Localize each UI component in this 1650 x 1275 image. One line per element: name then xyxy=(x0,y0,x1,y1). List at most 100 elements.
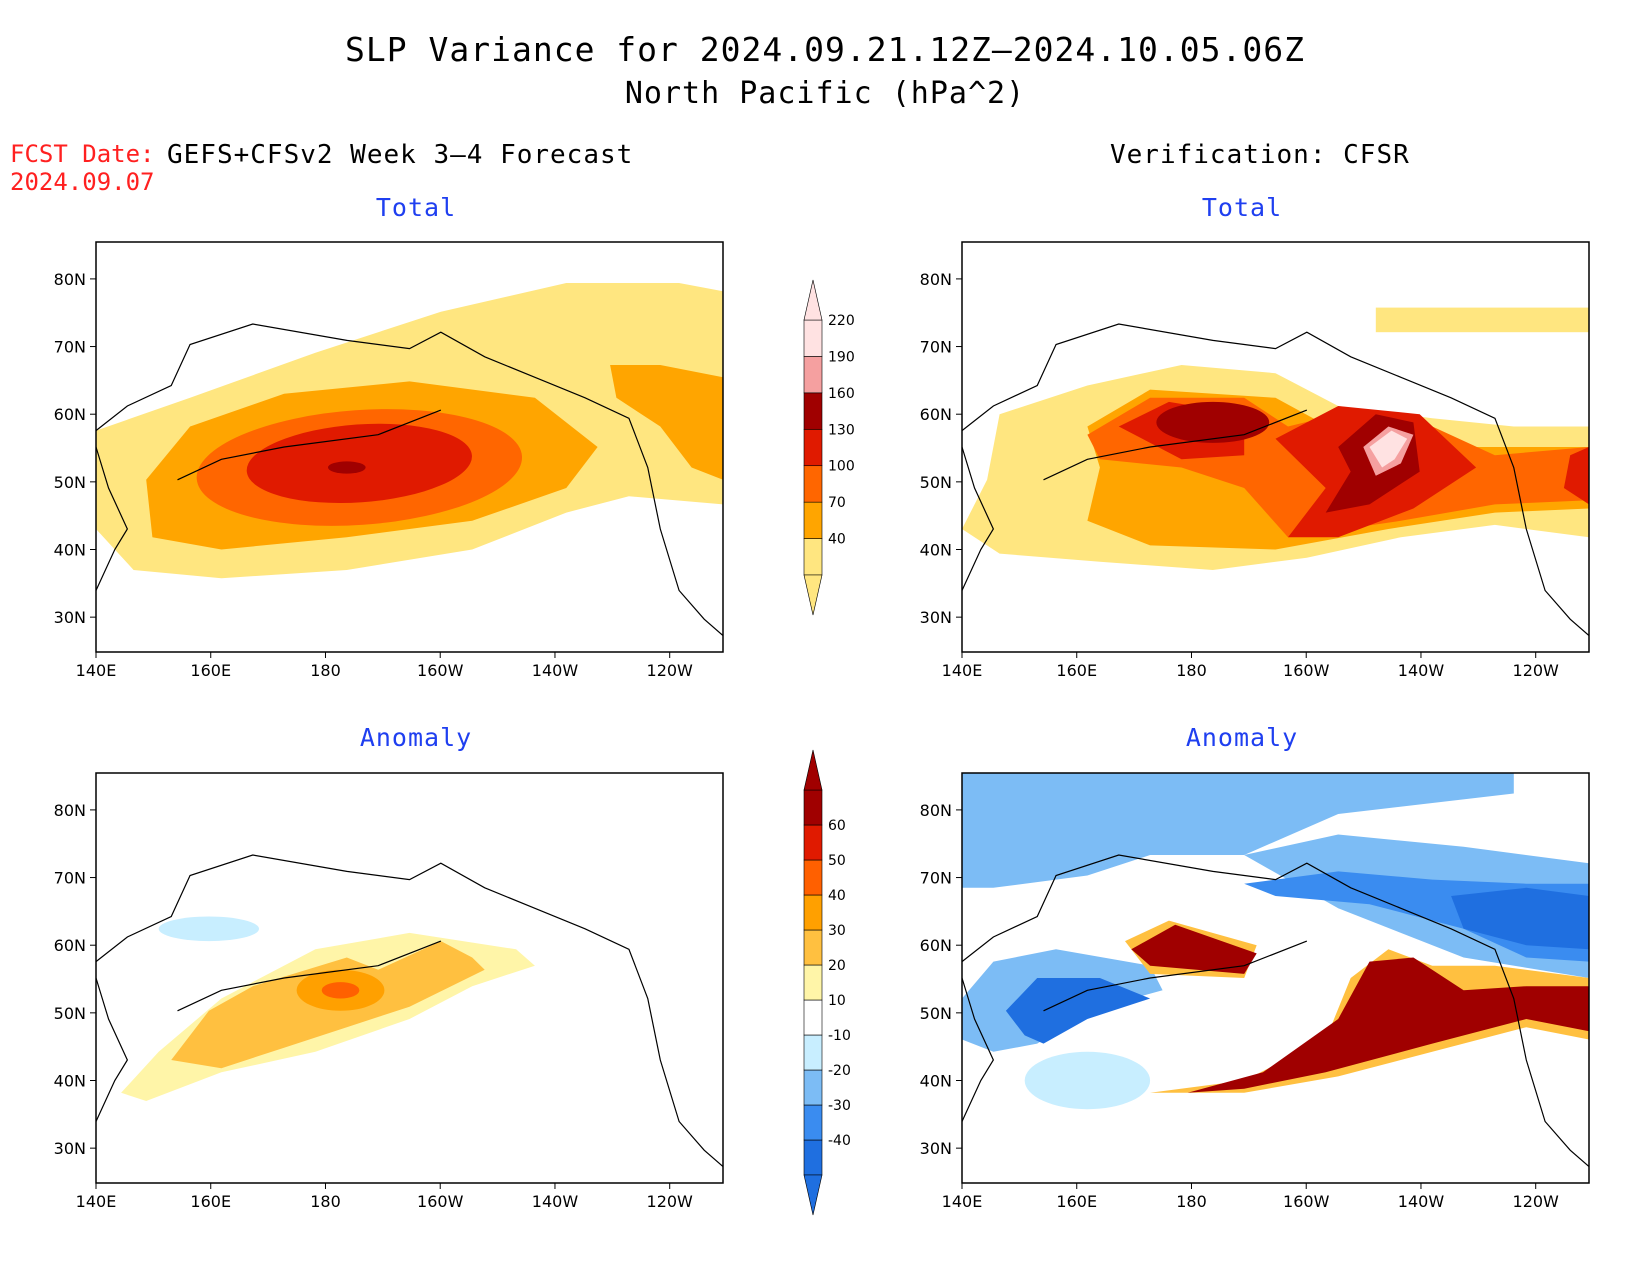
lon-tick-label: 140E xyxy=(76,1192,117,1211)
colorbar-swatch xyxy=(803,1034,823,1071)
panel-title-forecast-total: Total xyxy=(375,193,457,222)
map-frame xyxy=(95,772,724,1184)
map-frame xyxy=(961,241,1590,653)
colorbar-label: 40 xyxy=(828,532,846,548)
coastline xyxy=(961,323,1590,637)
colorbar-swatch xyxy=(803,501,823,539)
coastline-path xyxy=(961,323,1590,637)
contour-shape xyxy=(1369,430,1408,468)
map-frame xyxy=(95,241,724,653)
colorbar-swatch xyxy=(803,999,823,1036)
lat-tick-label: 50N xyxy=(920,473,952,492)
colorbar-swatch xyxy=(803,789,823,826)
lat-tick-label: 60N xyxy=(54,405,86,424)
lon-tick-label: 140W xyxy=(532,661,579,680)
asia-coast-path xyxy=(961,446,995,591)
lon-tick-label: 140E xyxy=(76,661,117,680)
colorbar-arrow-bottom xyxy=(803,574,823,616)
fcst-date-value: 2024.09.07 xyxy=(10,168,155,196)
colorbar-label: -10 xyxy=(828,1028,851,1044)
lon-tick-label: 120W xyxy=(1513,1192,1560,1211)
lat-tick-label: 80N xyxy=(54,270,86,289)
lon-tick-label: 140E xyxy=(942,661,983,680)
lon-tick-label: 180 xyxy=(310,1192,341,1211)
contour-shape xyxy=(1563,447,1589,505)
contour-shape xyxy=(321,982,360,999)
colorbar-swatch xyxy=(803,428,823,467)
aleutian-path xyxy=(177,940,442,1012)
lat-tick-label: 30N xyxy=(920,608,952,627)
coastline xyxy=(95,854,724,1168)
lat-tick-label: 70N xyxy=(920,869,952,888)
lat-tick-label: 60N xyxy=(920,936,952,955)
lon-tick-label: 180 xyxy=(1176,1192,1207,1211)
colorbar-swatch xyxy=(803,964,823,1001)
lon-tick-label: 160W xyxy=(417,1192,464,1211)
aleutian-path xyxy=(1043,940,1308,1012)
lat-tick-label: 70N xyxy=(54,338,86,357)
coastline-path xyxy=(95,323,724,637)
lat-tick-label: 30N xyxy=(54,1139,86,1158)
lat-tick-label: 30N xyxy=(920,1139,952,1158)
contour-shape xyxy=(1005,978,1151,1044)
colorbar-swatch xyxy=(803,1104,823,1141)
colorbar-label: 20 xyxy=(828,958,846,974)
colorbar-swatch xyxy=(803,392,823,430)
contour-shape xyxy=(1375,307,1589,333)
colorbar-swatch xyxy=(803,1139,823,1176)
contour-shape xyxy=(1156,401,1270,443)
lat-tick-label: 50N xyxy=(54,1004,86,1023)
lon-tick-label: 140W xyxy=(1398,1192,1445,1211)
contour-shape xyxy=(1131,924,1257,974)
colorbar-arrow-top xyxy=(803,749,823,791)
coastline xyxy=(95,323,724,637)
lat-tick-label: 60N xyxy=(54,936,86,955)
lat-tick-label: 80N xyxy=(920,270,952,289)
filled-contours xyxy=(96,283,723,579)
asia-coast-path xyxy=(95,977,129,1122)
colorbar-label: 220 xyxy=(828,313,855,329)
map-panel-verification-total: 80N 70N 60N 50N 40N 30N 140E 160E 180 160W 140W 120… xyxy=(920,241,1590,680)
colorbar-swatch xyxy=(803,894,823,931)
fcst-date-label: FCST Date: xyxy=(10,140,155,168)
colorbar-label: 50 xyxy=(828,853,846,869)
coastline xyxy=(961,854,1590,1168)
filled-contours xyxy=(962,773,1589,1110)
asia-coast-path xyxy=(95,446,129,591)
lon-tick-label: 160W xyxy=(417,661,464,680)
aleutian-path xyxy=(177,409,442,481)
contour-shape xyxy=(327,461,366,474)
colorbar-label: 100 xyxy=(828,459,855,475)
colorbar-label: 130 xyxy=(828,422,855,438)
lon-tick-label: 160E xyxy=(190,1192,231,1211)
contour-shape xyxy=(1451,887,1589,950)
lon-tick-label: 180 xyxy=(310,661,341,680)
coastline-path xyxy=(961,854,1590,1168)
colorbar-label: 60 xyxy=(828,818,846,834)
map-panel-forecast-total: 80N 70N 60N 50N 40N 30N 140E 160E 180 160W 140W 120… xyxy=(54,241,724,680)
colorbar-label: 190 xyxy=(828,349,855,365)
lon-tick-label: 120W xyxy=(647,661,694,680)
colorbar-swatch xyxy=(803,824,823,861)
colorbar-swatch xyxy=(803,929,823,966)
contour-shape xyxy=(158,916,260,942)
colorbar-swatch xyxy=(803,465,823,503)
lat-tick-label: 70N xyxy=(920,338,952,357)
filled-contours xyxy=(121,916,535,1101)
filled-contours xyxy=(962,307,1589,570)
map-frame xyxy=(961,772,1590,1184)
lon-tick-label: 140E xyxy=(942,1192,983,1211)
lat-tick-label: 80N xyxy=(54,801,86,820)
contour-shape xyxy=(610,365,723,480)
map-panel-forecast-anomaly: 80N 70N 60N 50N 40N 30N 140E 160E 180 160W 140W 120… xyxy=(54,772,724,1211)
lon-tick-label: 140W xyxy=(532,1192,579,1211)
lon-tick-label: 140W xyxy=(1398,661,1445,680)
panel-title-forecast-anomaly: Anomaly xyxy=(359,723,473,752)
lat-tick-label: 40N xyxy=(54,541,86,560)
colorbar-arrow-top xyxy=(803,279,823,321)
lon-tick-label: 160E xyxy=(190,661,231,680)
colorbar-swatch xyxy=(803,1069,823,1106)
lat-tick-label: 70N xyxy=(54,869,86,888)
lon-tick-label: 160E xyxy=(1056,661,1097,680)
